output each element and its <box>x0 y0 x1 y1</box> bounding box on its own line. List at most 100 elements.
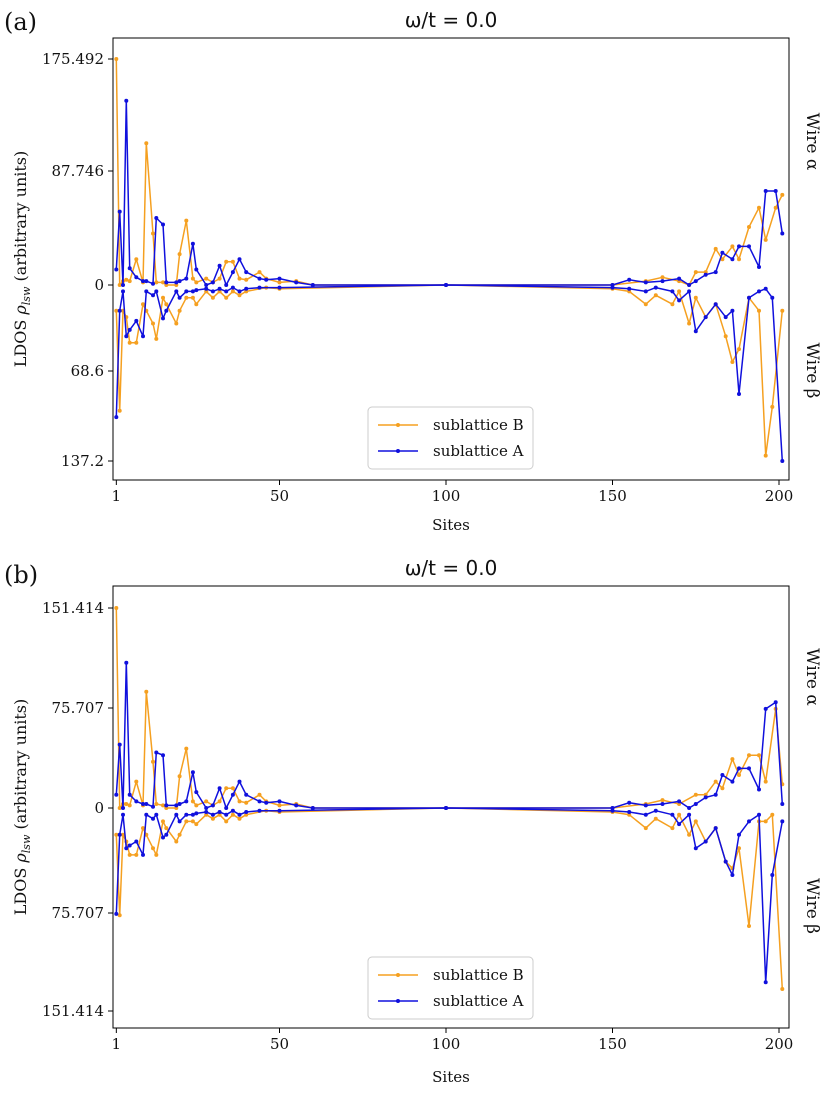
legend-label: sublattice A <box>433 992 524 1010</box>
sublattice-a-point <box>224 806 229 810</box>
x-tick-label: 100 <box>432 487 461 505</box>
sublattice-a-point <box>124 660 129 665</box>
sublattice-a-bottom-line <box>115 807 784 984</box>
sublattice-b-point <box>174 839 179 844</box>
sublattice-b-point <box>730 757 735 762</box>
sublattice-a-point <box>141 334 145 339</box>
sublattice-a-point <box>134 839 139 844</box>
y-tick-label: 75.707 <box>52 904 105 922</box>
sublattice-b-point <box>134 257 139 262</box>
sublattice-b-point <box>184 218 189 223</box>
sublattice-b-point <box>720 786 725 791</box>
sublattice-a-point <box>124 846 129 851</box>
sublattice-a-point <box>117 209 122 214</box>
sublattice-b-point <box>114 308 119 313</box>
sublattice-b-point <box>127 279 132 284</box>
sublattice-a-point <box>174 289 179 294</box>
x-tick-label: 150 <box>598 1035 627 1053</box>
sublattice-b-point <box>184 295 189 300</box>
sublattice-a-point <box>194 267 199 272</box>
sublattice-b-point <box>730 360 735 364</box>
sublattice-a-point <box>294 803 299 808</box>
sublattice-b-point <box>117 806 122 810</box>
sublattice-a-point <box>693 329 698 334</box>
sublattice-b-point <box>257 270 262 275</box>
sublattice-a-point <box>141 802 145 806</box>
sublattice-b-point <box>204 276 209 281</box>
sublattice-b-point <box>713 246 718 251</box>
sublattice-b-point <box>693 819 698 824</box>
sublattice-a-point <box>747 295 751 300</box>
sublattice-b-point <box>190 295 195 300</box>
sublattice-b-point <box>660 798 665 803</box>
sublattice-a-point <box>747 244 751 249</box>
sublattice-b-point <box>237 816 242 821</box>
sublattice-a-point <box>210 289 215 294</box>
sublattice-a-point <box>194 790 199 795</box>
sublattice-b-point <box>151 759 155 764</box>
sublattice-b-point <box>151 231 155 236</box>
x-tick-label: 100 <box>432 1035 461 1053</box>
sublattice-a-point <box>713 270 718 275</box>
sublattice-a-point <box>121 812 125 817</box>
sublattice-b-point <box>217 799 222 804</box>
sublattice-a-point <box>184 812 189 817</box>
sublattice-b-point <box>773 205 778 210</box>
sublattice-a-point <box>161 222 165 227</box>
sublattice-b-point <box>161 819 165 824</box>
chart-title: ω/t = 0.0 <box>405 556 498 580</box>
sublattice-a-point <box>627 800 632 805</box>
sublattice-b-point <box>161 295 165 300</box>
sublattice-a-point <box>770 295 775 300</box>
sublattice-a-point <box>210 280 215 285</box>
sublattice-a-point <box>230 270 235 275</box>
sublattice-a-point <box>204 810 209 814</box>
sublattice-a-point <box>687 283 692 287</box>
sublattice-a-point <box>210 803 215 808</box>
sublattice-b-point <box>277 280 282 285</box>
sublattice-a-point <box>151 293 155 298</box>
y-tick-label: 0 <box>94 276 104 294</box>
sublattice-b-point <box>643 826 648 831</box>
sublattice-a-point <box>257 285 262 290</box>
x-tick-label: 50 <box>270 1035 289 1053</box>
sublattice-a-point <box>763 706 768 711</box>
sublattice-a-point <box>224 283 229 287</box>
sublattice-a-point <box>224 812 229 817</box>
sublattice-a-point <box>141 279 145 284</box>
sublattice-a-point <box>677 298 682 303</box>
sublattice-a-point <box>677 822 682 827</box>
sublattice-b-point <box>763 237 768 242</box>
sublattice-a-point <box>747 766 751 771</box>
sublattice-b-point <box>210 295 215 300</box>
sublattice-a-point <box>730 308 735 313</box>
sublattice-a-point <box>151 281 155 286</box>
sublattice-a-point <box>134 318 139 323</box>
y-tick-label: 175.492 <box>42 50 104 68</box>
sublattice-b-point <box>747 225 751 229</box>
sublattice-b-point <box>230 259 235 264</box>
sublattice-a-point <box>217 810 222 814</box>
sublattice-b-point <box>757 753 761 758</box>
sublattice-a-point <box>174 812 179 817</box>
sublattice-b-point <box>693 270 698 275</box>
sublattice-a-point <box>184 289 189 294</box>
x-tick-label: 1 <box>112 1035 122 1053</box>
sublattice-a-point <box>190 289 195 294</box>
sublattice-a-point <box>627 810 632 814</box>
sublattice-a-point <box>773 189 778 193</box>
sublattice-a-point <box>257 808 262 813</box>
sublattice-b-point <box>194 803 199 808</box>
sublattice-a-point <box>127 266 132 271</box>
sublattice-a-point <box>737 832 741 837</box>
x-tick-label: 1 <box>112 487 122 505</box>
panel-label: (a) <box>4 8 37 36</box>
sublattice-a-point <box>144 802 149 806</box>
sublattice-b-point <box>677 812 682 817</box>
sublattice-a-point <box>210 812 215 817</box>
sublattice-b-top-line <box>115 607 784 809</box>
sublattice-a-point <box>117 308 122 313</box>
sublattice-a-point <box>204 286 209 291</box>
sublattice-a-point <box>713 302 718 307</box>
sublattice-a-point <box>144 289 149 294</box>
